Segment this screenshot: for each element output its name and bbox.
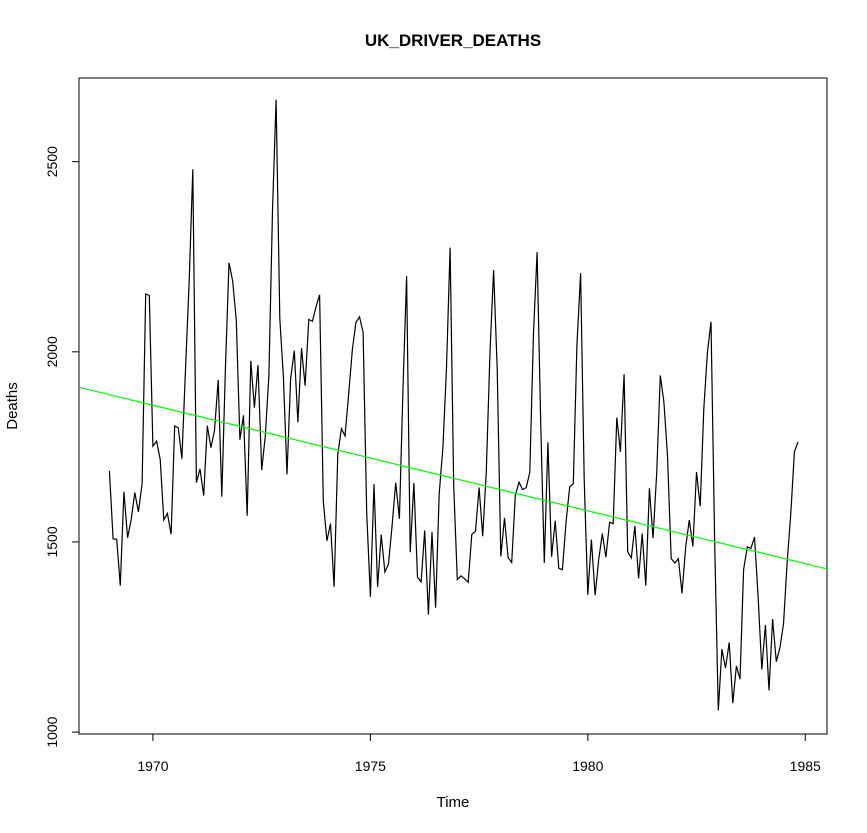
y-tick-label: 2000 xyxy=(44,336,60,367)
y-tick-label: 1500 xyxy=(44,526,60,557)
y-tick-label: 1000 xyxy=(44,716,60,747)
y-axis-label: Deaths xyxy=(4,382,21,430)
x-axis-label: Time xyxy=(437,794,470,811)
y-tick-label: 2500 xyxy=(44,146,60,177)
series-line-deaths xyxy=(108,99,799,711)
y-axis: 1000 1500 2000 2500 xyxy=(44,146,80,748)
x-axis: 1970 1975 1980 1985 xyxy=(137,733,821,774)
x-tick-label: 1985 xyxy=(790,758,821,774)
x-tick-label: 1975 xyxy=(355,758,386,774)
x-tick-label: 1970 xyxy=(137,758,168,774)
x-tick-label: 1980 xyxy=(572,758,603,774)
chart-title: UK_DRIVER_DEATHS xyxy=(365,31,541,50)
trend-line xyxy=(79,386,827,570)
